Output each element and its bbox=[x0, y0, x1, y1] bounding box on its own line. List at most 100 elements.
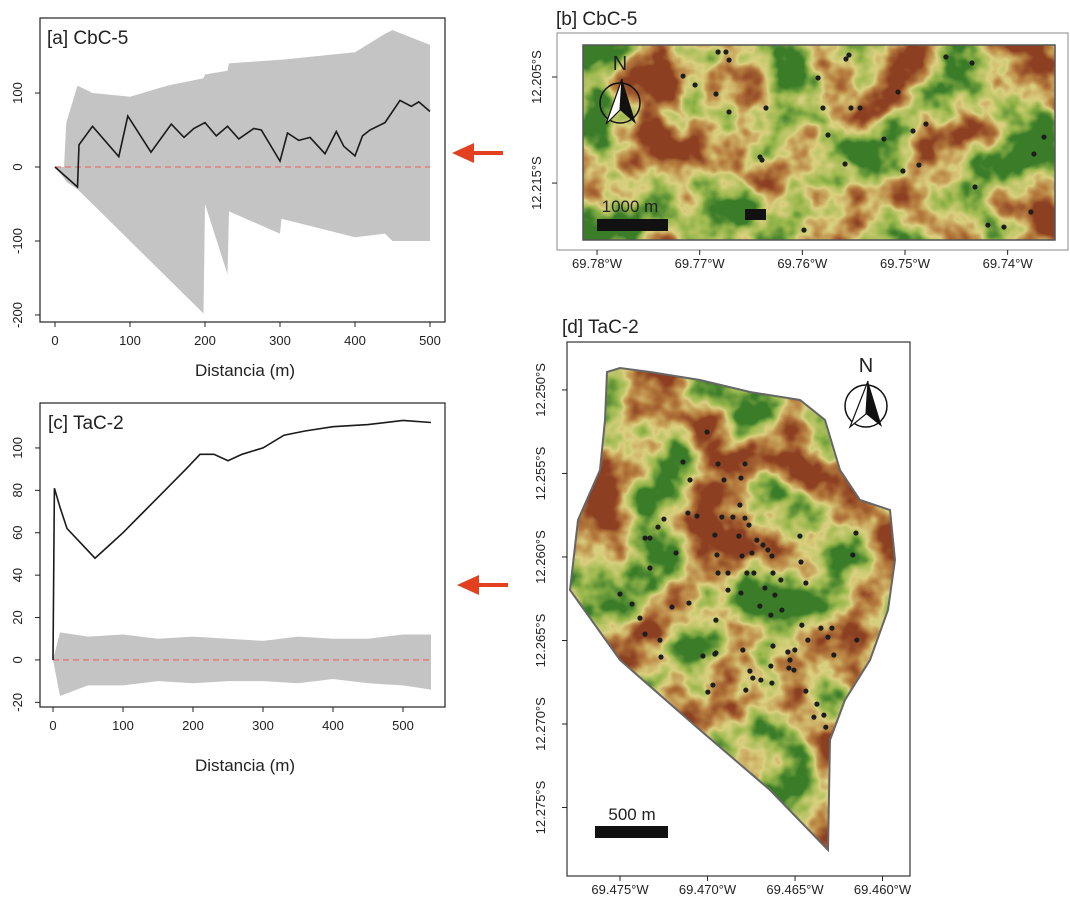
data-line bbox=[52, 419, 432, 660]
sample-point bbox=[778, 577, 784, 583]
x-tick-label: 300 bbox=[269, 333, 291, 348]
y-tick-label: 0 bbox=[10, 656, 25, 663]
x-tick-label: 200 bbox=[182, 718, 204, 733]
sample-point bbox=[805, 637, 811, 643]
sample-point bbox=[799, 622, 805, 628]
x-tick-label: 69.475°W bbox=[591, 882, 649, 897]
sample-point bbox=[742, 461, 748, 467]
sample-point bbox=[694, 513, 700, 519]
sample-point bbox=[642, 631, 648, 637]
sample-point bbox=[825, 132, 831, 138]
data-line bbox=[54, 99, 431, 189]
y-tick-label: 12.270°S bbox=[533, 697, 548, 751]
sample-point bbox=[738, 475, 744, 481]
sample-point bbox=[797, 533, 803, 539]
sample-point bbox=[815, 75, 821, 81]
sample-point bbox=[642, 535, 648, 541]
y-tick-label: 12.215°S bbox=[529, 156, 544, 210]
y-tick-label: 100 bbox=[10, 82, 25, 104]
sample-point bbox=[750, 675, 756, 681]
sample-point bbox=[829, 625, 835, 631]
sample-point bbox=[743, 687, 749, 693]
sample-point bbox=[843, 56, 849, 62]
sample-point bbox=[758, 677, 764, 683]
sample-point bbox=[746, 522, 752, 528]
x-tick-label: 0 bbox=[51, 333, 58, 348]
sample-point bbox=[687, 477, 693, 483]
scale-bar bbox=[595, 826, 668, 838]
sample-point bbox=[848, 105, 854, 111]
north-label: N bbox=[859, 355, 873, 377]
x-tick-label: 69.470°W bbox=[679, 882, 737, 897]
sample-point bbox=[680, 73, 686, 79]
sample-point bbox=[737, 502, 743, 508]
x-axis-label: Distancia (m) bbox=[195, 756, 295, 775]
sample-point bbox=[715, 49, 721, 55]
sample-point bbox=[823, 724, 829, 730]
sample-point bbox=[791, 667, 797, 673]
sample-point bbox=[657, 637, 663, 643]
sample-point bbox=[661, 516, 667, 522]
frame-c bbox=[39, 402, 446, 708]
sample-point bbox=[881, 136, 887, 142]
panel-title: [c] TaC-2 bbox=[48, 413, 124, 434]
scale-label: 1000 m bbox=[602, 197, 659, 216]
x-tick-label: 69.78°W bbox=[572, 256, 623, 271]
sample-point bbox=[647, 535, 653, 541]
sample-point bbox=[749, 550, 755, 556]
sample-point bbox=[726, 109, 732, 115]
sample-point bbox=[910, 128, 916, 134]
sample-point bbox=[765, 547, 771, 553]
panel-title: [b] CbC-5 bbox=[556, 9, 637, 30]
sample-point bbox=[742, 515, 748, 521]
scale-label: 500 m bbox=[608, 805, 655, 824]
sample-point bbox=[779, 607, 785, 613]
x-tick-label: 69.460°W bbox=[854, 882, 912, 897]
sample-point bbox=[617, 591, 623, 597]
x-tick-label: 400 bbox=[344, 333, 366, 348]
sample-point bbox=[725, 587, 731, 593]
sample-point bbox=[857, 105, 863, 111]
y-tick-label: 12.260°S bbox=[533, 530, 548, 584]
x-tick-label: 69.465°W bbox=[766, 882, 824, 897]
sample-point bbox=[713, 617, 719, 623]
sample-point bbox=[715, 570, 721, 576]
sample-point bbox=[854, 637, 860, 643]
sample-point bbox=[751, 570, 757, 576]
envelope-area bbox=[55, 30, 430, 314]
x-tick-label: 0 bbox=[49, 718, 56, 733]
scale-bar bbox=[597, 219, 668, 231]
x-tick-label: 100 bbox=[119, 333, 141, 348]
panel-title: [d] TaC-2 bbox=[562, 317, 639, 338]
sample-point bbox=[714, 552, 720, 558]
sample-point bbox=[763, 105, 769, 111]
y-tick-label: -20 bbox=[10, 693, 25, 712]
sample-point bbox=[846, 52, 852, 58]
north-arrow bbox=[599, 78, 641, 125]
frame-a bbox=[39, 17, 446, 323]
sample-point bbox=[629, 601, 635, 607]
panel-title: [a] CbC-5 bbox=[47, 28, 128, 49]
sample-point bbox=[943, 54, 949, 60]
sample-point bbox=[740, 647, 746, 653]
sample-point bbox=[985, 222, 991, 228]
sample-point bbox=[969, 60, 975, 66]
sample-point bbox=[710, 682, 716, 688]
sample-point bbox=[923, 121, 929, 127]
sample-point bbox=[895, 89, 901, 95]
area-outline bbox=[568, 366, 897, 853]
sample-point bbox=[705, 689, 711, 695]
sample-point bbox=[770, 643, 776, 649]
sample-point bbox=[801, 227, 807, 233]
sample-point bbox=[972, 184, 978, 190]
y-tick-label: 12.265°S bbox=[533, 613, 548, 667]
sample-point bbox=[721, 477, 727, 483]
sample-point bbox=[655, 524, 661, 530]
sample-point bbox=[744, 570, 750, 576]
sample-point bbox=[900, 168, 906, 174]
y-tick-label: 40 bbox=[10, 568, 25, 582]
sample-point bbox=[803, 688, 809, 694]
sample-point bbox=[713, 650, 719, 656]
y-tick-label: 12.255°S bbox=[533, 446, 548, 500]
sample-point bbox=[768, 612, 774, 618]
